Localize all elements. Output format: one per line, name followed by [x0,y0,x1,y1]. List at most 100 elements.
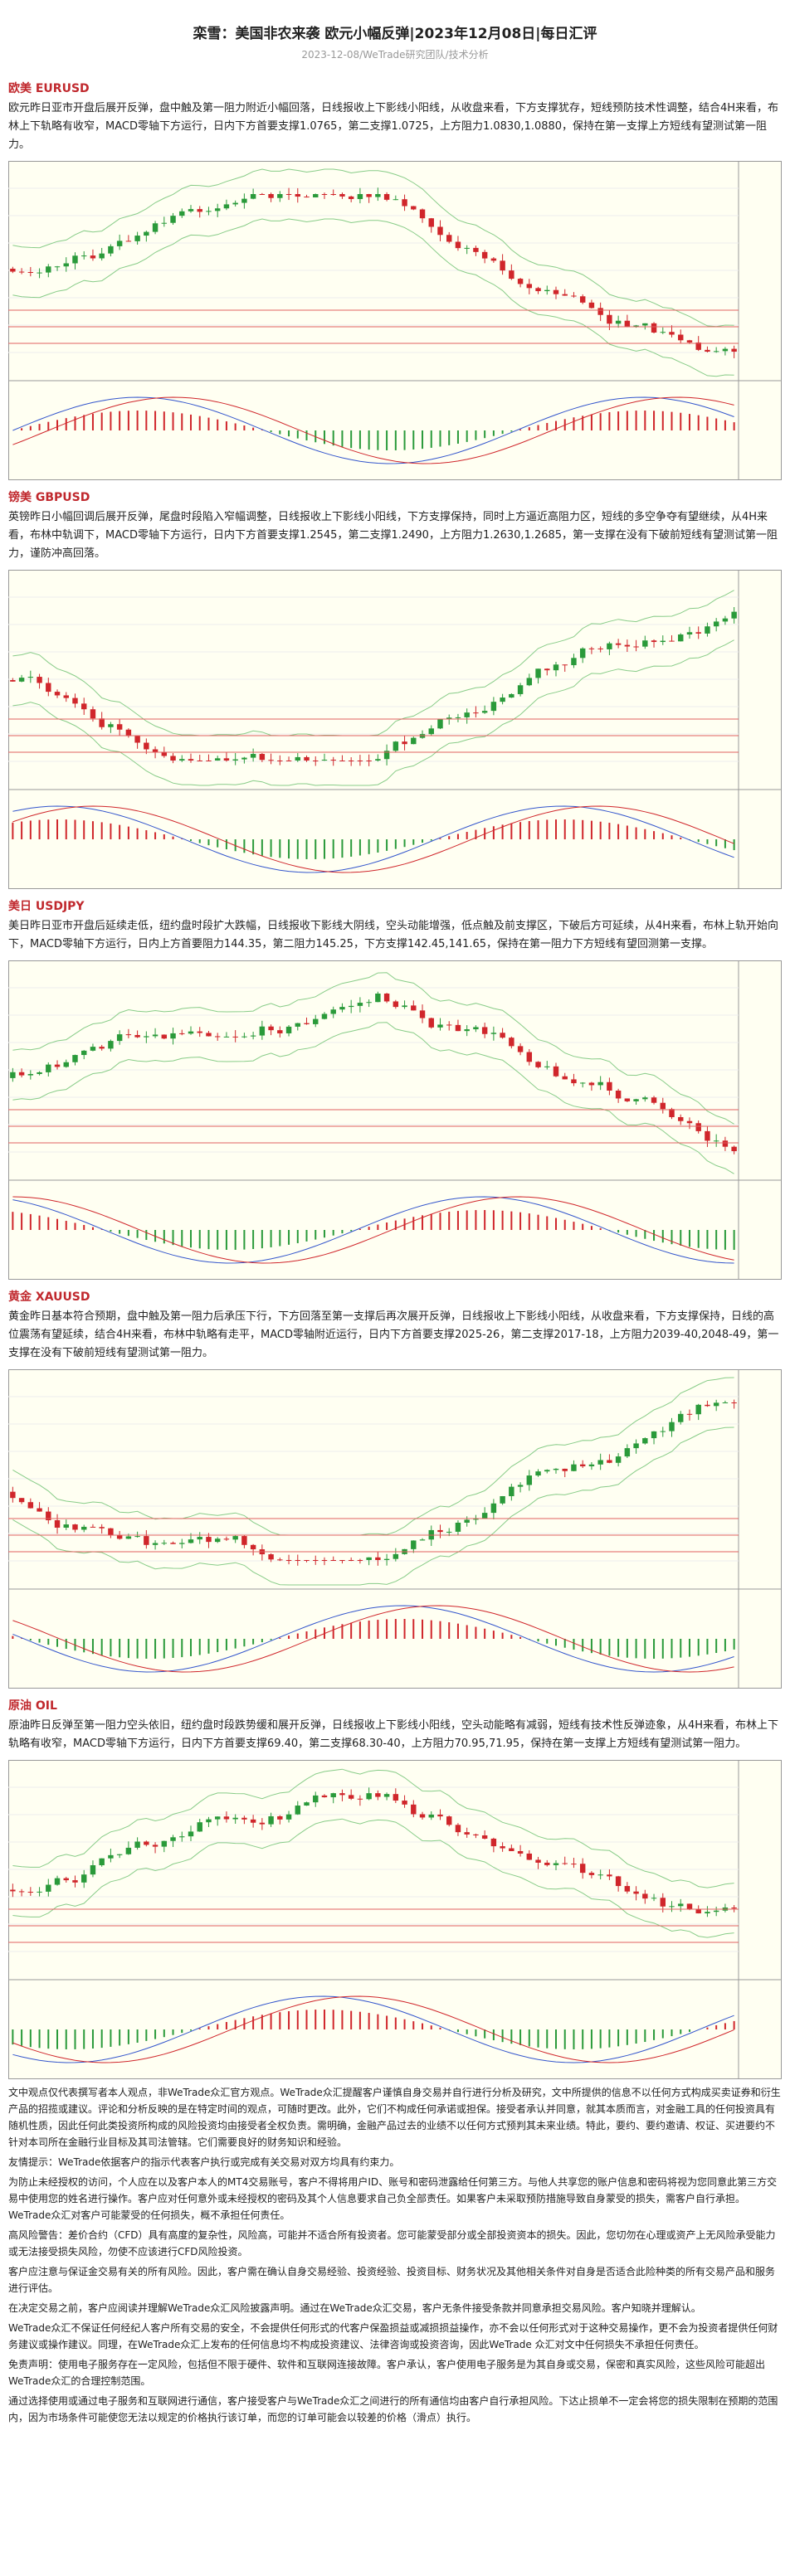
candle-body [571,295,577,297]
candle-body [99,718,105,727]
candle-body [419,209,426,219]
candle-body [116,1535,123,1539]
candle-body [99,1527,105,1529]
candle-body [642,640,648,647]
candle-body [348,1005,354,1008]
section-heading: 原油 OIL [8,1699,57,1713]
candle-body [455,1024,461,1032]
candle-body [152,749,158,753]
body: 栾雪：美国非农来袭 欧元小幅反弹|2023年12月08日|每日汇评 2023-1… [0,22,790,2576]
candle-body [553,1066,559,1077]
candle-body [705,1130,710,1141]
candle-body [339,194,345,197]
candle-body [411,1804,417,1815]
disclaimer-paragraph: 免责声明：使用电子服务存在一定风险，包括但不限于硬件、软件和互联网连接故障。客户… [8,2359,766,2387]
candle-body [393,741,399,751]
disclaimer-paragraph: 高风险警告：差价合约（CFD）具有高度的复杂性，风险高，可能并不适合所有投资者。… [8,2229,776,2258]
candle-body [46,1884,51,1892]
candle-body [81,1874,87,1883]
candle-body [375,194,381,197]
macd-line [12,396,734,464]
section-text: 原油昨日反弹至第一阻力空头依旧，纽约盘时段跌势缓和展开反弹，日线报收上下影线小阳… [8,1719,779,1750]
candle-body [517,1485,524,1487]
candle-body [437,1024,443,1028]
candle-body [259,194,266,195]
candle-body [651,1431,657,1439]
candle-body [500,1033,505,1038]
candle-body [330,1560,336,1561]
candle-body [161,1840,168,1847]
candle-body [428,1018,434,1028]
candle-body [268,1815,274,1825]
candle-body [197,1822,202,1832]
candle-body [134,736,140,743]
signal-line [12,1605,734,1673]
candle-body [588,1464,595,1466]
candle-body [46,1511,51,1521]
candle-body [544,1862,550,1865]
candle-body [615,643,622,645]
candle-body [285,194,292,195]
macd-line [12,805,734,873]
candle-body [464,1832,470,1835]
candle-body [437,1529,443,1533]
candle-body [446,235,452,242]
candle-body [54,1878,61,1885]
candle-body [375,994,381,1003]
candle-body [63,1062,69,1067]
candle-body [464,1519,470,1523]
candle-body [455,1522,461,1532]
candle-body [713,621,719,627]
candle-body [607,1460,612,1463]
candle-body [250,1544,256,1550]
chart-image [8,570,782,889]
candle-body [490,702,497,712]
candle-body [669,1906,675,1908]
candle-body [588,1873,595,1875]
candle-body [161,222,168,224]
candle-body [214,1036,221,1038]
article: 栾雪：美国非农来袭 欧元小幅反弹|2023年12月08日|每日汇评 2023-1… [0,22,790,2426]
chart-image [8,1369,782,1689]
candle-body [330,1793,336,1798]
candle-body [188,1031,194,1034]
candle-body [268,1026,274,1031]
candle-body [170,216,176,223]
candle-body [651,640,657,643]
candle-body [161,752,168,756]
disclaimer-paragraph: 文中观点仅代表撰写者本人观点，非WeTrade众汇官方观点。WeTrade众汇提… [8,2087,781,2148]
candle-body [375,759,381,761]
candle-body [259,1822,266,1825]
candle-body [669,332,675,335]
candle-body [526,284,533,289]
candle-body [90,1864,96,1875]
candle-body [72,697,78,704]
candle-body [455,1825,461,1833]
candle-body [402,1005,407,1008]
candle-body [437,719,443,729]
candle-body [553,1863,559,1865]
candle-body [188,1831,194,1837]
candle-body [357,1003,363,1006]
candle-body [615,1090,622,1099]
candle-body [383,194,390,200]
candle-body [553,289,559,294]
candle-body [428,728,434,735]
candle-body [464,247,470,249]
candle-body [607,643,612,649]
candle-body [304,1560,310,1561]
candle-body [473,247,479,252]
candle-body [232,1817,238,1820]
candle-body [490,258,497,261]
candle-body [10,1072,16,1078]
candle-body [678,634,684,642]
candle-body [713,1402,719,1407]
candle-body [597,308,603,315]
candle-body [633,646,639,648]
candle-body [241,757,247,760]
candle-body [144,1841,149,1845]
candle-body [705,626,710,634]
candle-body [259,1026,266,1036]
candle-body [63,1878,69,1881]
candle-body [250,1035,256,1037]
